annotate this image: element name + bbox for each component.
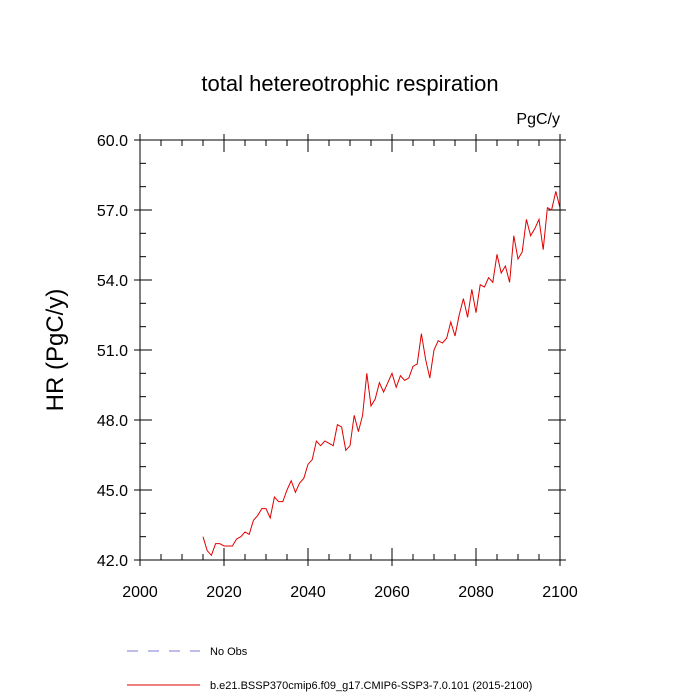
axis-ticks: [134, 134, 566, 566]
legend: No Obs b.e21.BSSP370cmip6.f09_g17.CMIP6-…: [127, 646, 532, 692]
legend-label-no-obs: No Obs: [210, 646, 248, 658]
y-tick-label: 51.0: [97, 343, 128, 360]
y-tick-label: 54.0: [97, 273, 128, 290]
y-axis-label: HR (PgC/y): [42, 289, 69, 412]
axis-tick-labels: 2000 2020 2040 2060 2080 2100 42.0 45.0 48.0 51.0…: [97, 133, 578, 601]
units-label: PgC/y: [516, 111, 560, 128]
x-tick-label: 2000: [122, 584, 158, 601]
legend-label-model-run: b.e21.BSSP370cmip6.f09_g17.CMIP6-SSP3-7.…: [210, 680, 532, 692]
x-tick-label: 2100: [542, 584, 578, 601]
x-tick-label: 2040: [290, 584, 326, 601]
y-tick-label: 48.0: [97, 413, 128, 430]
plot-frame: [139, 139, 561, 561]
y-tick-label: 42.0: [97, 553, 128, 570]
chart-title: total hetereotrophic respiration: [201, 71, 498, 96]
y-tick-label: 60.0: [97, 133, 128, 150]
x-tick-label: 2020: [206, 584, 242, 601]
y-tick-label: 45.0: [97, 483, 128, 500]
y-tick-label: 57.0: [97, 203, 128, 220]
x-tick-label: 2080: [458, 584, 494, 601]
x-tick-label: 2060: [374, 584, 410, 601]
series-line: [202, 191, 561, 557]
